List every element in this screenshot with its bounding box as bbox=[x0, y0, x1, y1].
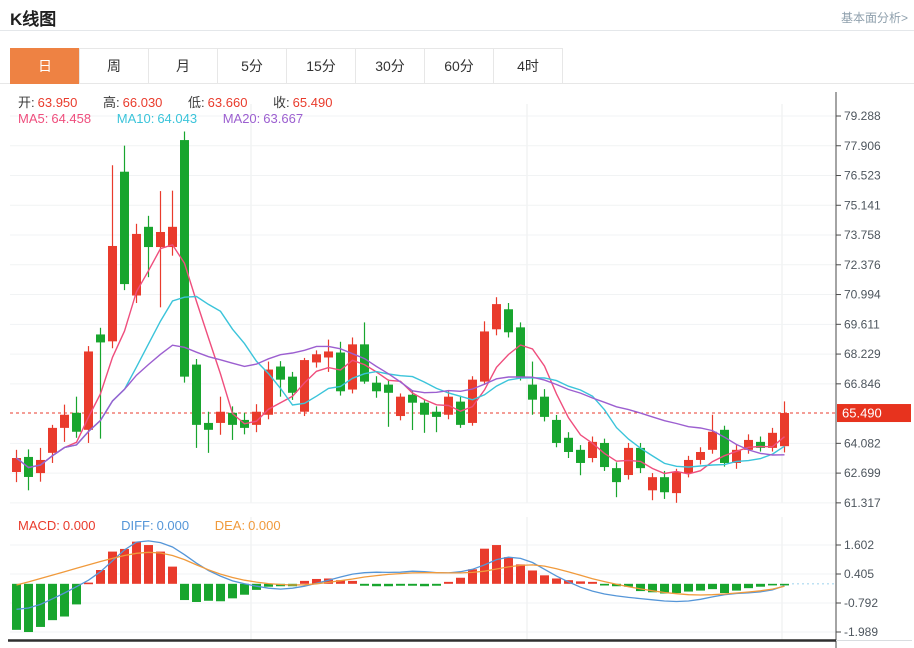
svg-text:-1.989: -1.989 bbox=[844, 625, 878, 639]
svg-text:-0.792: -0.792 bbox=[844, 596, 878, 610]
svg-text:76.523: 76.523 bbox=[844, 169, 881, 183]
ma10-item: MA10: 64.043 bbox=[117, 111, 197, 126]
ma5-line bbox=[16, 243, 785, 475]
tab-week[interactable]: 周 bbox=[79, 48, 149, 84]
tab-30min[interactable]: 30分 bbox=[355, 48, 425, 84]
dea-label: DEA: bbox=[214, 518, 246, 533]
tab-60min[interactable]: 60分 bbox=[424, 48, 494, 84]
period-tabbar: 日 周 月 5分 15分 30分 60分 4时 bbox=[0, 48, 914, 84]
high-value: 66.030 bbox=[122, 95, 163, 110]
ma20-label: MA20: bbox=[222, 111, 261, 126]
svg-text:1.602: 1.602 bbox=[844, 538, 874, 552]
ohlc-legend: 开: 63.950 高: 66.030 低: 63.660 收: 65.490 bbox=[18, 92, 354, 111]
svg-text:62.699: 62.699 bbox=[844, 466, 881, 480]
svg-text:77.906: 77.906 bbox=[844, 139, 881, 153]
macd-chart[interactable]: 1.602 0.405 -0.792 -1.989 bbox=[0, 515, 914, 648]
svg-text:65.490: 65.490 bbox=[842, 406, 882, 421]
period-tabs: 日 周 月 5分 15分 30分 60分 4时 bbox=[10, 48, 914, 84]
svg-text:66.846: 66.846 bbox=[844, 377, 881, 391]
main-gridlines bbox=[10, 104, 836, 504]
open-item: 开: 63.950 bbox=[18, 95, 77, 110]
ma-legend: MA5: 64.458 MA10: 64.043 MA20: 63.667 bbox=[18, 111, 325, 126]
ma20-item: MA20: 63.667 bbox=[223, 111, 303, 126]
macd-dea-line bbox=[16, 551, 785, 596]
svg-text:79.288: 79.288 bbox=[844, 109, 881, 123]
macd-item: MACD: 0.000 bbox=[18, 518, 95, 533]
main-candlestick-chart[interactable]: 79.288 77.906 76.523 75.141 73.758 72.376 70.9… bbox=[0, 84, 914, 515]
close-value: 65.490 bbox=[292, 95, 333, 110]
svg-text:73.758: 73.758 bbox=[844, 228, 881, 242]
macd-legend: MACD: 0.000 DIFF: 0.000 DEA: 0.000 bbox=[18, 518, 303, 533]
macd-histogram bbox=[12, 541, 789, 633]
high-item: 高: 66.030 bbox=[103, 95, 162, 110]
svg-text:64.082: 64.082 bbox=[844, 436, 881, 450]
close-label: 收: bbox=[273, 95, 290, 110]
svg-text:75.141: 75.141 bbox=[844, 198, 881, 212]
main-price-axis: 79.288 77.906 76.523 75.141 73.758 72.376 70.9… bbox=[835, 92, 881, 515]
tab-4hour[interactable]: 4时 bbox=[493, 48, 563, 84]
ma20-line bbox=[16, 344, 785, 469]
tab-day[interactable]: 日 bbox=[10, 48, 80, 84]
macd-label: MACD: bbox=[18, 518, 60, 533]
ma5-value: 64.458 bbox=[51, 111, 92, 126]
macd-gridlines bbox=[10, 517, 836, 640]
diff-label: DIFF: bbox=[121, 518, 154, 533]
tab-5min[interactable]: 5分 bbox=[217, 48, 287, 84]
diff-item: DIFF: 0.000 bbox=[121, 518, 189, 533]
page-title: K线图 bbox=[10, 10, 57, 29]
svg-text:72.376: 72.376 bbox=[844, 258, 881, 272]
svg-text:61.317: 61.317 bbox=[844, 496, 881, 510]
open-label: 开: bbox=[18, 95, 35, 110]
ma5-label: MA5: bbox=[18, 111, 49, 126]
dea-item: DEA: 0.000 bbox=[215, 518, 281, 533]
ma20-value: 63.667 bbox=[263, 111, 304, 126]
svg-text:69.611: 69.611 bbox=[844, 317, 880, 331]
dea-value: 0.000 bbox=[248, 518, 281, 533]
tab-month[interactable]: 月 bbox=[148, 48, 218, 84]
macd-diff-line bbox=[16, 540, 785, 610]
ma10-value: 64.043 bbox=[157, 111, 198, 126]
svg-text:68.229: 68.229 bbox=[844, 347, 881, 361]
low-label: 低: bbox=[188, 95, 205, 110]
open-value: 63.950 bbox=[37, 95, 78, 110]
low-item: 低: 63.660 bbox=[188, 95, 247, 110]
svg-text:70.994: 70.994 bbox=[844, 288, 881, 302]
tab-15min[interactable]: 15分 bbox=[286, 48, 356, 84]
macd-value: 0.000 bbox=[62, 518, 96, 533]
current-price-tag: 65.490 bbox=[837, 404, 911, 423]
macd-axis: 1.602 0.405 -0.792 -1.989 bbox=[835, 515, 878, 648]
svg-text:0.405: 0.405 bbox=[844, 567, 874, 581]
ma5-item: MA5: 64.458 bbox=[18, 111, 91, 126]
ma10-line bbox=[16, 295, 785, 469]
diff-value: 0.000 bbox=[156, 518, 190, 533]
page-header: K线图 基本面分析> bbox=[0, 0, 914, 31]
close-item: 收: 65.490 bbox=[273, 95, 332, 110]
ma10-label: MA10: bbox=[116, 111, 155, 126]
fundamental-analysis-link[interactable]: 基本面分析> bbox=[840, 11, 908, 25]
high-label: 高: bbox=[103, 95, 120, 110]
low-value: 63.660 bbox=[207, 95, 248, 110]
